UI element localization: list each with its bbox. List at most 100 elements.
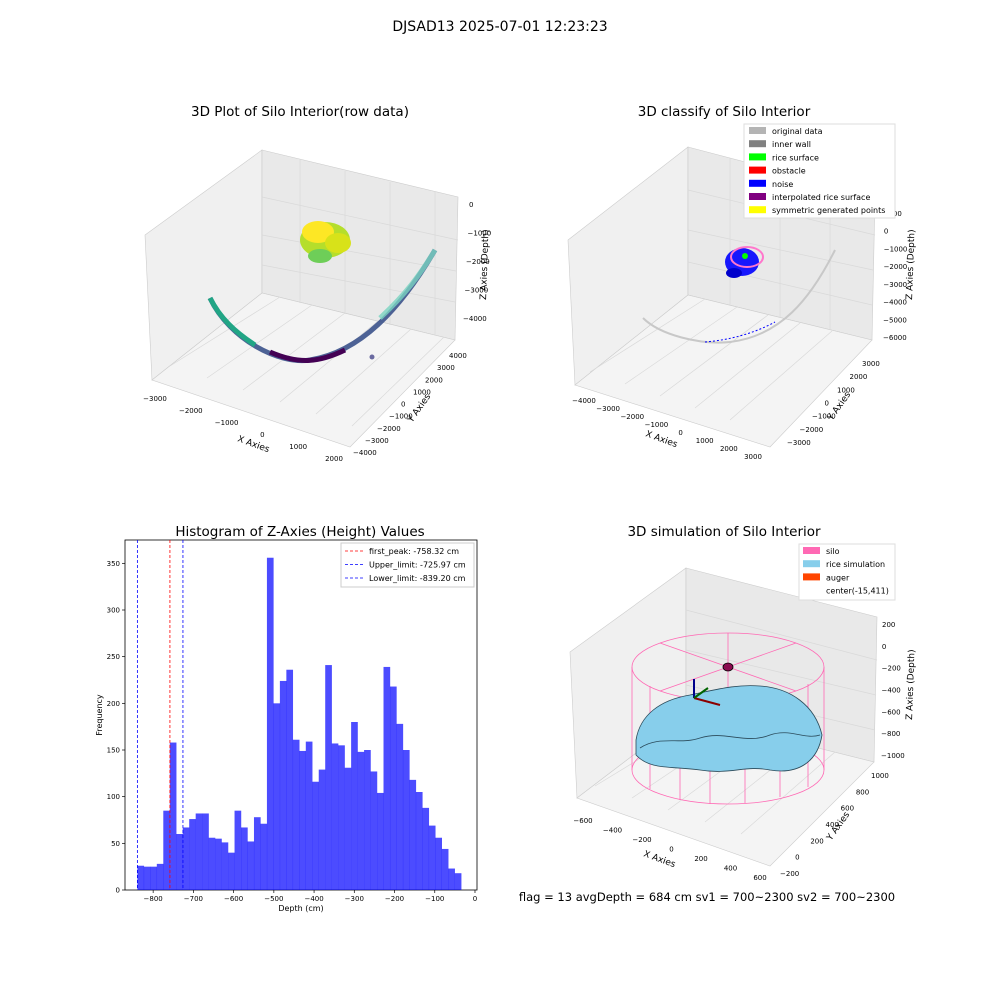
hist-y-tick-label: 200 xyxy=(107,700,120,708)
hist-bar xyxy=(422,807,430,890)
figure-suptitle: DJSAD13 2025-07-01 12:23:23 xyxy=(392,19,607,35)
hist-bar xyxy=(370,771,378,890)
hist-bar xyxy=(137,865,145,890)
panel2-y-tick: −2000 xyxy=(800,426,824,434)
hist-x-tick-label: 0 xyxy=(473,895,477,903)
panel1-z-tick: −3000 xyxy=(465,287,489,295)
panel2-x-ticks: −4000−3000−2000−1000 0 1000 2000 3000 xyxy=(572,397,762,461)
panel4-y-tick: 200 xyxy=(810,837,823,845)
panel3-legend-frame xyxy=(340,542,475,588)
panel1-wall-arc-c xyxy=(269,347,347,363)
panel2-legend-label: original data xyxy=(772,127,823,136)
panel1-wall-arc-b xyxy=(207,296,257,348)
hist-legend-label: first_peak: -758.32 cm xyxy=(369,547,459,556)
panel4-x-tick: 400 xyxy=(724,865,737,873)
panel2-x-tick: −4000 xyxy=(572,397,596,405)
panel4-z-tick: 0 xyxy=(882,643,886,651)
hist-bar xyxy=(344,767,352,890)
hist-bar xyxy=(318,769,326,890)
panel2-z-tick: −2000 xyxy=(884,263,908,271)
panel2-noise-cluster xyxy=(725,248,759,278)
panel1-xlabel: X Axies xyxy=(236,434,271,455)
panel4-y-tick: 0 xyxy=(795,854,799,862)
panel1-rice-cluster xyxy=(300,221,351,263)
panel4-rice-surface xyxy=(635,685,823,772)
panel1-z-tick: 0 xyxy=(469,201,473,209)
panel4-x-tick: 0 xyxy=(669,846,673,854)
panel4-z-tick: −600 xyxy=(881,708,900,716)
panel4-legend-label: center(-15,411) xyxy=(826,587,889,596)
panel4-x-tick: −400 xyxy=(603,827,622,835)
panel-histogram: Histogram of Z-Axies (Height) Values −80… xyxy=(95,524,478,913)
panel2-zlabel: Z Axies (Depth) xyxy=(905,229,917,300)
panel1-y-tick: −2000 xyxy=(377,425,401,433)
panel3-ylabel: Frequency xyxy=(95,694,104,736)
hist-bar xyxy=(169,742,177,890)
panel2-legend-label: obstacle xyxy=(772,167,806,176)
panel2-legend-swatch xyxy=(749,206,766,214)
hist-bar xyxy=(377,792,384,890)
hist-bar xyxy=(428,825,436,890)
panel2-x-tick: 1000 xyxy=(696,437,714,445)
panel1-wall-arc-d xyxy=(378,248,438,320)
panel1-x-tick: 2000 xyxy=(325,455,343,463)
hist-y-tick-label: 350 xyxy=(107,560,120,568)
panel1-x-tick: 1000 xyxy=(289,443,307,451)
hist-bar xyxy=(260,823,268,890)
panel4-legend-swatch xyxy=(803,573,820,581)
panel1-zlabel: Z Axies (Depth) xyxy=(479,229,491,300)
hist-bar xyxy=(402,750,410,890)
panel2-legend-frame xyxy=(743,123,896,219)
panel2-x-tick: 0 xyxy=(678,429,682,437)
panel1-x-tick: −2000 xyxy=(179,407,203,415)
hist-bar xyxy=(241,827,248,890)
panel3-x-ticks: −800 −700 −600 −500 −400 −300 −200 −100 0 xyxy=(144,890,477,903)
panel-3d-simulation: 3D simulation of Silo Interior xyxy=(569,524,917,882)
panel4-z-tick: 200 xyxy=(882,621,895,629)
panel2-y-tick: 0 xyxy=(825,400,829,408)
hist-y-tick-label: 150 xyxy=(107,747,120,755)
hist-bar xyxy=(208,837,216,890)
panel1-y-tick: 0 xyxy=(401,401,405,409)
panel4-legend-label: silo xyxy=(826,547,840,556)
panel2-legend-swatch xyxy=(749,193,766,200)
panel4-legend-entries: silo rice simulation auger center(-15,411) xyxy=(803,547,889,596)
hist-bar xyxy=(448,868,455,890)
panel2-legend-entries: original data inner wall rice surface obsta… xyxy=(749,127,885,215)
panel2-legend-label: rice surface xyxy=(772,153,819,162)
hist-bar xyxy=(234,810,242,890)
panel4-y-tick: −200 xyxy=(780,870,799,878)
hist-x-tick-label: −700 xyxy=(184,895,203,903)
hist-bar xyxy=(415,792,423,890)
hist-bar xyxy=(182,827,190,890)
panel4-x-tick: 200 xyxy=(694,855,707,863)
panel4-legend-swatch xyxy=(803,560,820,568)
panel1-y-tick: −1000 xyxy=(389,413,413,421)
hist-bar xyxy=(150,866,158,890)
panel4-legend-swatch xyxy=(803,547,820,554)
panel4-title: 3D simulation of Silo Interior xyxy=(627,524,821,540)
hist-x-tick-label: −200 xyxy=(385,895,404,903)
hist-legend-label: Lower_limit: -839.20 cm xyxy=(369,574,466,583)
hist-bar xyxy=(273,703,281,890)
panel2-z-tick: −4000 xyxy=(883,299,907,307)
hist-bar xyxy=(409,779,417,890)
panel2-legend-swatch xyxy=(749,153,766,161)
panel4-legend-label: rice simulation xyxy=(826,560,885,569)
panel2-z-tick: −5000 xyxy=(883,316,907,324)
hist-bar xyxy=(435,837,442,890)
panel2-title: 3D classify of Silo Interior xyxy=(638,104,811,120)
hist-x-tick-label: −300 xyxy=(345,895,364,903)
hist-bar xyxy=(299,750,306,890)
panel2-y-ticks: 3000 2000 1000 0 −1000 −2000 −3000 xyxy=(787,360,880,447)
panel1-z-tick: −1000 xyxy=(468,230,492,238)
hist-bar xyxy=(189,819,196,890)
panel4-y-tick: 1000 xyxy=(871,772,889,780)
panel2-legend-label: inner wall xyxy=(772,140,811,149)
panel1-y-tick: 1000 xyxy=(413,388,431,396)
panel1-x-tick: −1000 xyxy=(215,419,239,427)
hist-bar xyxy=(176,834,183,890)
panel1-x-tick: 0 xyxy=(260,431,264,439)
hist-bar xyxy=(396,723,404,890)
panel2-noise-arc xyxy=(704,321,776,343)
